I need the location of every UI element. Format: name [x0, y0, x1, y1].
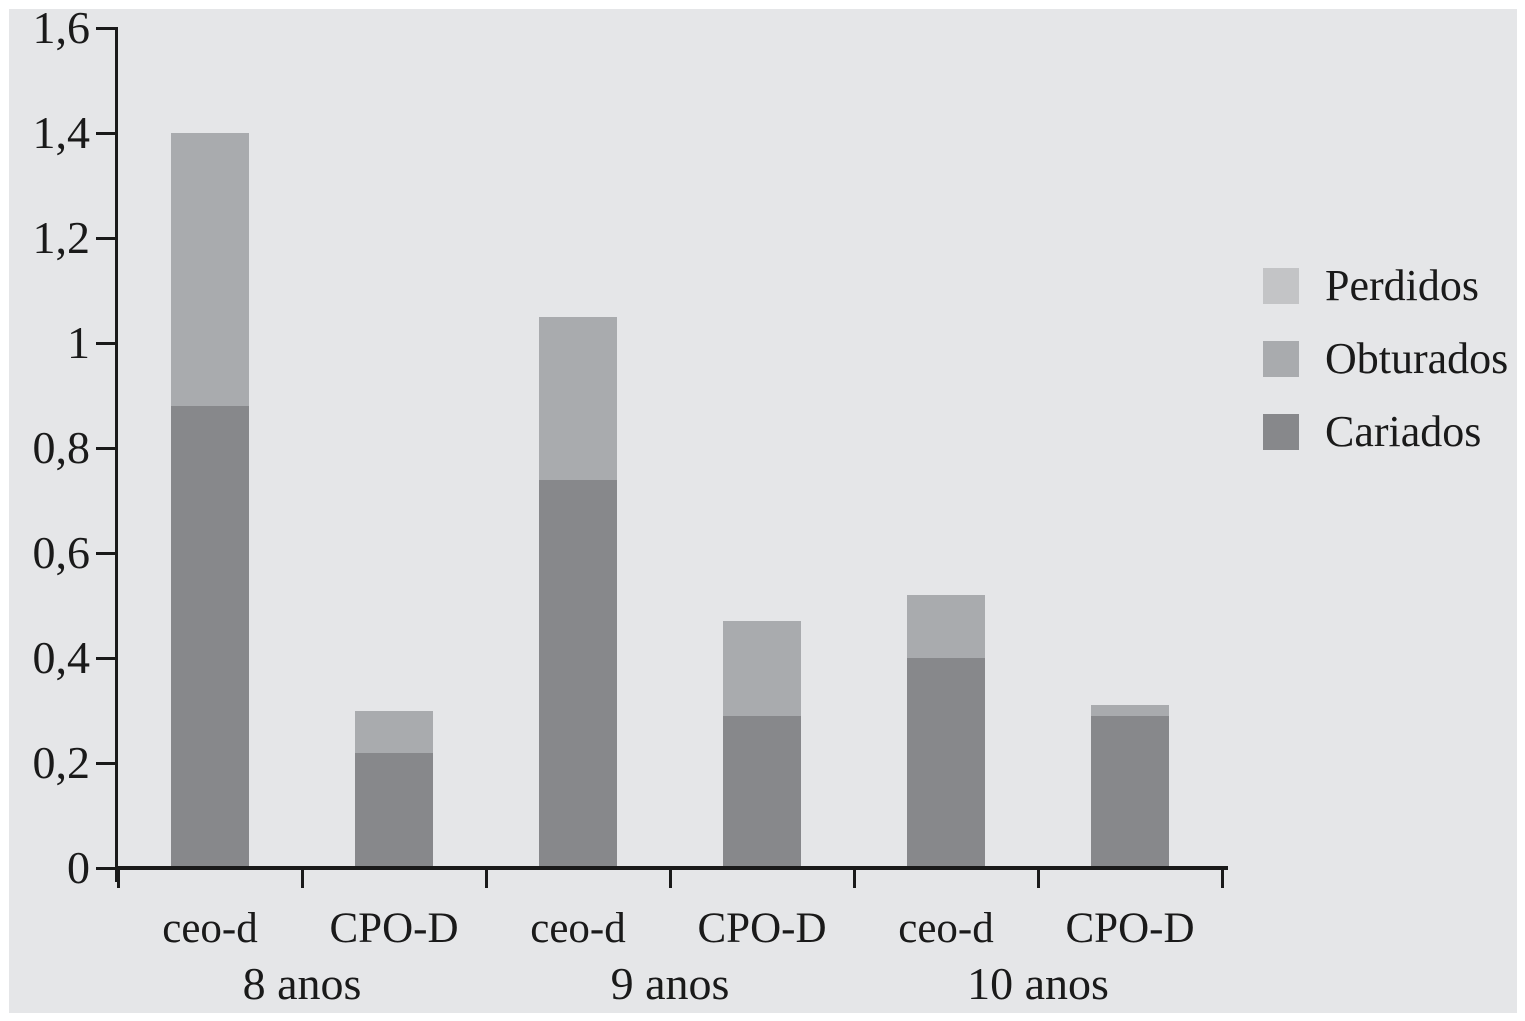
bar-segment-obturados-ceo-d-1 — [171, 133, 249, 406]
legend-swatch-perdidos — [1263, 268, 1299, 304]
x-axis-tick — [1037, 870, 1040, 888]
y-axis-tick-label: 0,2 — [32, 737, 91, 788]
bar-segment-obturados-cpo-d-4 — [723, 621, 801, 716]
x-axis-tick — [301, 870, 304, 888]
x-axis-bar-label-cpo-d-4: CPO-D — [697, 905, 827, 952]
x-axis-bar-label-ceo-d-3: ceo-d — [530, 905, 626, 952]
x-axis-group-label-10-anos: 10 anos — [967, 958, 1109, 1009]
bar-segment-cariados-cpo-d-6 — [1091, 715, 1169, 868]
x-axis-tick — [669, 870, 672, 888]
y-axis-tick — [96, 342, 118, 345]
x-axis — [115, 866, 1228, 870]
legend-label-perdidos: Perdidos — [1325, 261, 1479, 310]
legend-swatch-obturados — [1263, 341, 1299, 377]
bar-segment-cariados-cpo-d-4 — [723, 715, 801, 868]
x-axis-group-label-8-anos: 8 anos — [242, 958, 362, 1009]
y-axis-tick — [96, 27, 118, 30]
x-axis-bar-label-ceo-d-1: ceo-d — [162, 905, 258, 952]
y-axis-tick-label: 0,4 — [32, 632, 91, 683]
y-axis-tick — [96, 132, 118, 135]
bar-segment-obturados-ceo-d-3 — [539, 316, 617, 480]
y-axis-tick-label: 0,6 — [32, 527, 91, 578]
legend-item-obturados: Obturados — [1263, 337, 1508, 381]
bar-segment-cariados-ceo-d-1 — [171, 406, 249, 868]
y-axis-tick — [96, 552, 118, 555]
legend-swatch-cariados — [1263, 414, 1299, 450]
x-axis-bar-label-ceo-d-5: ceo-d — [898, 905, 994, 952]
x-axis-bar-label-cpo-d-2: CPO-D — [329, 905, 459, 952]
legend-item-cariados: Cariados — [1263, 410, 1508, 454]
x-axis-tick — [485, 870, 488, 888]
bar-segment-cariados-ceo-d-5 — [907, 658, 985, 868]
y-axis — [115, 28, 118, 882]
legend-item-perdidos: Perdidos — [1263, 264, 1508, 308]
y-axis-tick-label: 0,8 — [32, 422, 91, 473]
y-axis-tick — [96, 657, 118, 660]
y-axis-tick — [96, 447, 118, 450]
bar-segment-obturados-cpo-d-6 — [1091, 705, 1169, 716]
y-axis-tick — [96, 237, 118, 240]
y-axis-tick-label: 1,4 — [32, 107, 91, 158]
y-axis-tick-label: 1,2 — [32, 212, 91, 263]
y-axis-tick — [96, 867, 118, 870]
x-axis-group-label-9-anos: 9 anos — [610, 958, 730, 1009]
legend-label-cariados: Cariados — [1325, 407, 1482, 456]
bar-segment-obturados-ceo-d-5 — [907, 595, 985, 658]
legend-label-obturados: Obturados — [1325, 334, 1509, 383]
x-axis-tick — [853, 870, 856, 888]
y-axis-tick-label: 0 — [67, 842, 90, 893]
y-axis-tick-label: 1,6 — [32, 2, 91, 53]
bar-segment-cariados-cpo-d-2 — [355, 752, 433, 868]
y-axis-tick-label: 1 — [67, 317, 90, 368]
bar-segment-cariados-ceo-d-3 — [539, 479, 617, 868]
x-axis-tick — [1221, 870, 1224, 888]
x-axis-bar-label-cpo-d-6: CPO-D — [1065, 905, 1195, 952]
chart-legend: Perdidos Obturados Cariados — [1263, 264, 1508, 487]
bar-segment-obturados-cpo-d-2 — [355, 710, 433, 753]
x-axis-tick — [117, 870, 120, 888]
y-axis-tick — [96, 762, 118, 765]
